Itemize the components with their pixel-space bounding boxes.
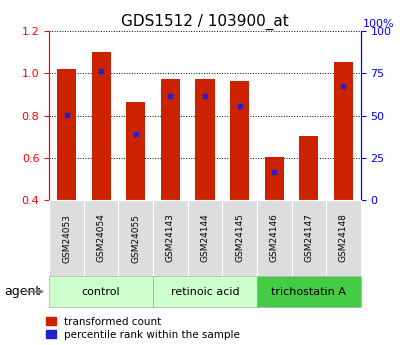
FancyBboxPatch shape	[49, 200, 83, 276]
FancyBboxPatch shape	[222, 200, 256, 276]
Bar	[57, 69, 76, 200]
Bar	[91, 52, 110, 200]
Bar	[229, 81, 249, 200]
FancyBboxPatch shape	[49, 276, 153, 307]
FancyBboxPatch shape	[83, 200, 118, 276]
FancyBboxPatch shape	[326, 200, 360, 276]
Title: GDS1512 / 103900_at: GDS1512 / 103900_at	[121, 13, 288, 30]
FancyBboxPatch shape	[187, 200, 222, 276]
Bar	[264, 157, 283, 200]
FancyBboxPatch shape	[153, 276, 256, 307]
Text: GSM24144: GSM24144	[200, 214, 209, 263]
Text: GSM24145: GSM24145	[234, 214, 243, 263]
Text: GSM24055: GSM24055	[131, 214, 140, 263]
Bar	[160, 79, 180, 200]
Bar	[126, 102, 145, 200]
Text: GSM24147: GSM24147	[303, 214, 312, 263]
Text: GSM24054: GSM24054	[97, 214, 106, 263]
FancyBboxPatch shape	[291, 200, 326, 276]
Text: control: control	[82, 287, 120, 296]
Text: GSM24143: GSM24143	[166, 214, 175, 263]
FancyBboxPatch shape	[118, 200, 153, 276]
Text: 100%: 100%	[362, 19, 393, 29]
FancyBboxPatch shape	[256, 276, 360, 307]
Bar	[333, 62, 352, 200]
FancyBboxPatch shape	[153, 200, 187, 276]
Text: trichostatin A: trichostatin A	[271, 287, 346, 296]
Legend: transformed count, percentile rank within the sample: transformed count, percentile rank withi…	[46, 317, 239, 340]
Text: retinoic acid: retinoic acid	[170, 287, 239, 296]
Text: agent: agent	[4, 285, 40, 298]
Text: GSM24053: GSM24053	[62, 214, 71, 263]
Bar	[299, 136, 318, 200]
Text: GSM24146: GSM24146	[269, 214, 278, 263]
Text: GSM24148: GSM24148	[338, 214, 347, 263]
FancyBboxPatch shape	[256, 200, 291, 276]
Bar	[195, 79, 214, 200]
